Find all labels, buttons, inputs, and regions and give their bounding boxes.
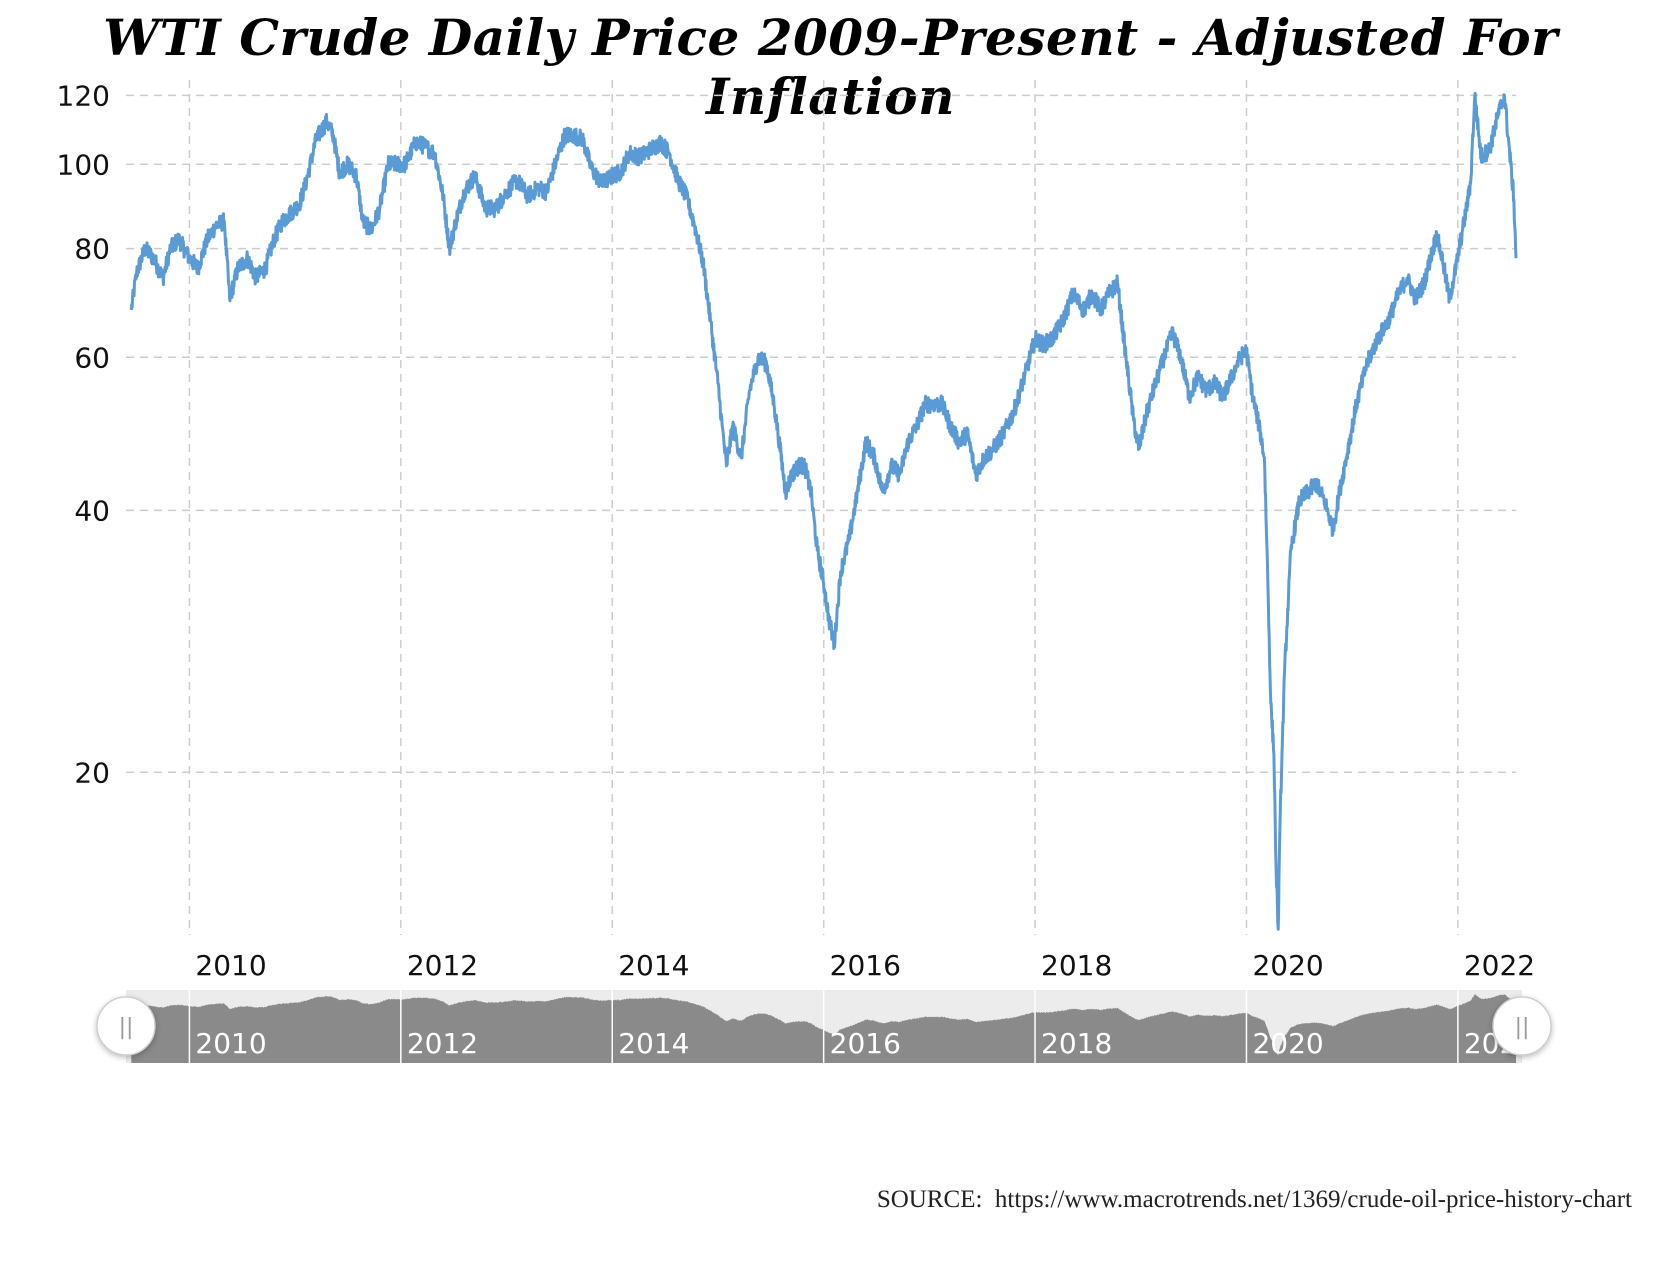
navigator-tick-label: 2016 <box>830 1027 901 1060</box>
navigator-tick-label: 2014 <box>618 1027 689 1060</box>
y-axis: 20 40 60 80 100 120 <box>57 79 110 789</box>
y-tick-label: 120 <box>57 79 110 112</box>
y-tick-label: 20 <box>74 756 110 789</box>
chart-title: WTI Crude Daily Price 2009-Present - Adj… <box>103 8 1558 126</box>
x-tick-label: 2012 <box>407 949 478 982</box>
grid-layer <box>126 80 1516 935</box>
x-tick-label: 2010 <box>195 949 266 982</box>
navigator-tick-label: 2018 <box>1041 1027 1112 1060</box>
right-handle-glyph: || <box>1515 1015 1530 1040</box>
plot-area <box>129 91 1518 931</box>
navigator-tick-label: 2020 <box>1252 1027 1323 1060</box>
navigator-right-handle[interactable]: || <box>1492 996 1552 1056</box>
x-tick-label: 2018 <box>1041 949 1112 982</box>
x-axis: 2010 2012 2014 2016 2018 2020 2022 <box>195 949 1535 982</box>
left-handle-glyph: || <box>119 1015 134 1040</box>
navigator-left-handle[interactable]: || <box>96 996 156 1056</box>
y-tick-label: 60 <box>74 341 110 374</box>
navigator-tick-label: 2012 <box>407 1027 478 1060</box>
x-tick-label: 2020 <box>1252 949 1323 982</box>
navigator-tick-label: 2010 <box>195 1027 266 1060</box>
y-tick-label: 80 <box>74 233 110 266</box>
x-tick-label: 2022 <box>1464 949 1535 982</box>
source-note: SOURCE: https://www.macrotrends.net/1369… <box>876 1186 1632 1213</box>
x-tick-label: 2016 <box>830 949 901 982</box>
grip-icon <box>1492 996 1552 1056</box>
y-tick-label: 40 <box>74 494 110 527</box>
price-line <box>129 91 1518 931</box>
x-tick-label: 2014 <box>618 949 689 982</box>
grip-icon <box>96 996 156 1056</box>
y-tick-label: 100 <box>57 148 110 181</box>
navigator-area <box>131 994 1516 1063</box>
